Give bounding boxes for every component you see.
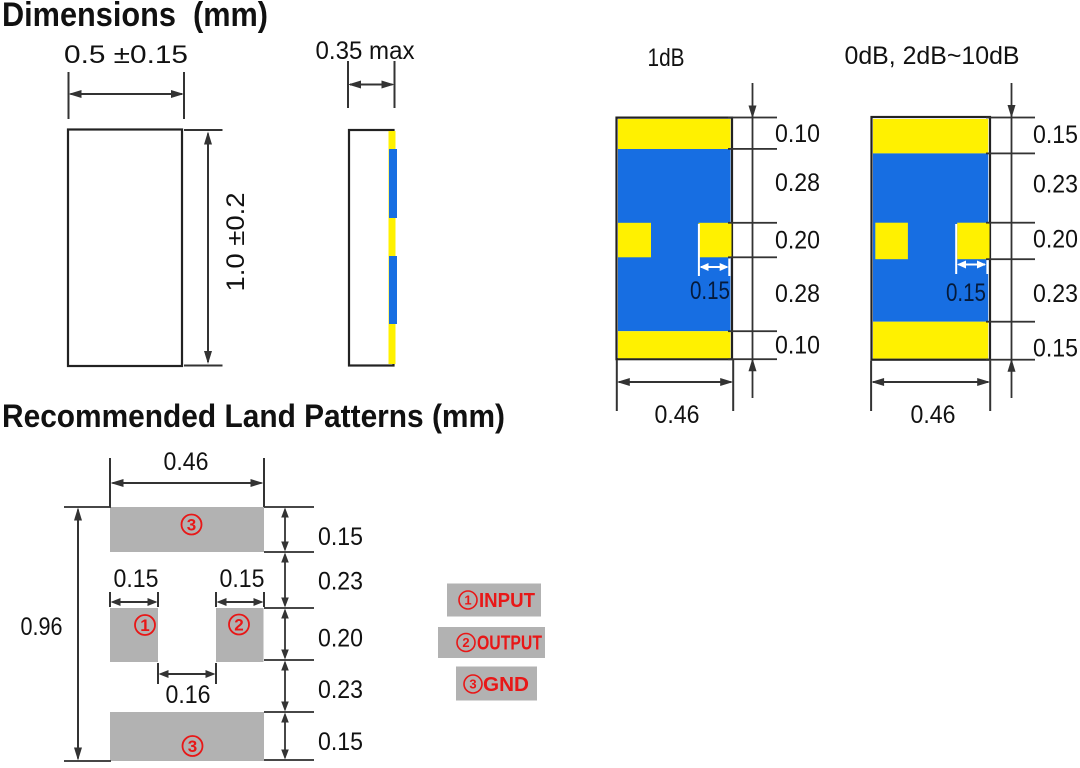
svg-text:0.15: 0.15: [220, 565, 265, 593]
svg-text:0.20: 0.20: [775, 227, 820, 255]
svg-text:0.15: 0.15: [946, 279, 986, 307]
svg-text:1: 1: [140, 616, 149, 635]
svg-text:0.46: 0.46: [164, 448, 209, 476]
svg-text:Recommended Land Patterns (mm): Recommended Land Patterns (mm): [2, 398, 505, 434]
svg-text:0.15: 0.15: [114, 565, 159, 593]
svg-text:0.46: 0.46: [655, 401, 700, 429]
svg-text:0dB, 2dB~10dB: 0dB, 2dB~10dB: [845, 42, 1020, 70]
svg-text:0.23: 0.23: [1033, 171, 1078, 199]
svg-text:0.10: 0.10: [775, 332, 820, 360]
svg-text:INPUT: INPUT: [479, 590, 535, 612]
svg-text:3: 3: [188, 737, 197, 756]
svg-text:1: 1: [464, 593, 471, 608]
svg-text:0.15: 0.15: [318, 728, 363, 756]
svg-text:0.96: 0.96: [21, 613, 63, 641]
svg-text:GND: GND: [483, 674, 529, 696]
svg-text:0.15: 0.15: [1033, 121, 1078, 149]
svg-text:0.5 ±0.15: 0.5 ±0.15: [64, 41, 188, 69]
svg-text:0.23: 0.23: [318, 568, 363, 596]
svg-text:OUTPUT: OUTPUT: [477, 633, 542, 655]
svg-text:0.23: 0.23: [318, 676, 363, 704]
svg-text:0.35 max: 0.35 max: [316, 37, 415, 65]
svg-text:3: 3: [469, 677, 476, 692]
svg-text:0.23: 0.23: [1033, 280, 1078, 308]
svg-text:0.28: 0.28: [775, 169, 820, 197]
svg-text:0.20: 0.20: [318, 625, 363, 653]
svg-text:0.46: 0.46: [911, 401, 956, 429]
svg-text:0.15: 0.15: [318, 523, 363, 551]
svg-text:0.15: 0.15: [1033, 335, 1078, 363]
svg-text:0.16: 0.16: [166, 681, 211, 709]
svg-text:1.0 ±0.2: 1.0 ±0.2: [222, 193, 250, 292]
svg-text:0.28: 0.28: [775, 280, 820, 308]
svg-text:2: 2: [462, 635, 469, 650]
svg-text:0.10: 0.10: [775, 120, 820, 148]
svg-text:3: 3: [187, 516, 196, 535]
svg-text:2: 2: [234, 616, 243, 635]
svg-text:0.20: 0.20: [1033, 226, 1078, 254]
svg-text:1dB: 1dB: [648, 44, 685, 72]
svg-text:Dimensions (mm): Dimensions (mm): [2, 0, 268, 34]
svg-text:0.15: 0.15: [690, 277, 730, 305]
